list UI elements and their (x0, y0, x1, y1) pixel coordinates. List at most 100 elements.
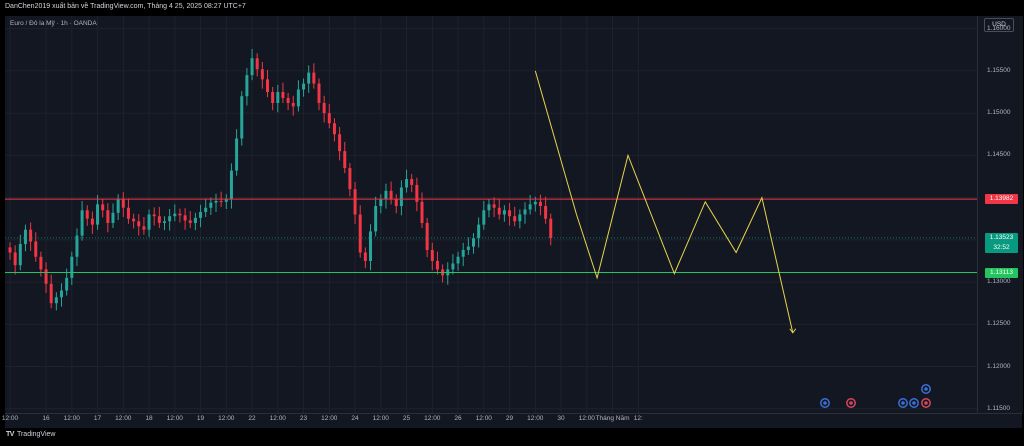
candle-up (250, 58, 254, 76)
candle-up (379, 199, 383, 207)
chart-pane[interactable] (5, 16, 977, 413)
candle-up (302, 83, 306, 90)
candle-up (477, 224, 481, 239)
price-tick-label: 1.16000 (987, 24, 1011, 32)
candle-up (466, 246, 470, 250)
price-tick-label: 1.12000 (987, 362, 1011, 370)
candle-down (8, 247, 12, 253)
candle-up (405, 179, 409, 188)
candle-up (245, 75, 249, 97)
candle-down (348, 168, 352, 190)
candle-up (60, 290, 63, 298)
economic-event-dot (901, 401, 905, 405)
candle-down (317, 83, 321, 104)
time-tick-label: 23 (299, 415, 308, 422)
candle-down (188, 220, 192, 223)
candle-down (549, 218, 553, 239)
candle-down (183, 215, 187, 221)
candle-up (451, 263, 455, 270)
pattern-zigzag-line (534, 70, 794, 333)
candle-down (508, 210, 512, 217)
candle-up (456, 256, 460, 264)
candle-down (281, 92, 285, 98)
candle-down (435, 260, 439, 270)
candle-down (497, 207, 501, 215)
economic-event-dot (823, 401, 827, 405)
candle-down (420, 201, 424, 223)
time-tick-label: 29 (505, 415, 514, 422)
candle-down (152, 214, 156, 217)
tradingview-logo-icon: TV (6, 431, 14, 438)
time-tick-label: 12:00 (475, 415, 492, 422)
candle-down (271, 92, 275, 104)
candle-up (502, 210, 506, 215)
price-tick-label: 1.13000 (987, 278, 1011, 286)
time-tick-label: 12:00 (166, 415, 183, 422)
time-tick-label: 12:00 (218, 415, 235, 422)
candle-up (276, 92, 280, 104)
candle-up (193, 217, 197, 223)
candle-down (106, 210, 110, 223)
time-tick-label: 12:00 (424, 415, 441, 422)
candle-up (116, 199, 120, 213)
candle-down (101, 204, 105, 211)
tradingview-brand: TV TradingView (6, 431, 55, 438)
price-tick-label: 1.11500 (987, 404, 1011, 412)
candle-down (332, 123, 336, 135)
candle-down (394, 199, 398, 207)
time-tick-label: 22 (248, 415, 256, 422)
candle-down (49, 283, 53, 304)
candle-down (126, 207, 130, 219)
candle-up (374, 206, 378, 232)
candle-down (544, 206, 548, 219)
time-tick-label: Tháng Năm (595, 415, 630, 422)
candle-down (142, 226, 146, 230)
candle-up (482, 210, 486, 225)
candle-down (492, 204, 496, 208)
time-tick-label: 12:00 (115, 415, 132, 422)
candle-down (178, 213, 182, 216)
candle-down (358, 214, 362, 253)
candle-up (472, 238, 475, 247)
candle-down (338, 134, 342, 152)
footer-bar (0, 428, 1024, 446)
candle-up (75, 235, 79, 257)
candle-up (111, 212, 115, 223)
time-tick-label: 25 (402, 415, 411, 422)
candle-up (209, 202, 213, 208)
time-tick-label: 12:00 (578, 415, 595, 422)
candle-up (235, 138, 239, 171)
candle-up (214, 200, 218, 203)
time-tick-label: 26 (454, 415, 462, 422)
candle-up (70, 256, 74, 278)
price-tick-label: 1.15500 (987, 66, 1011, 74)
symbol-legend: Euro / Đô la Mỹ · 1h · OANDA (10, 20, 97, 27)
candle-down (425, 222, 429, 250)
candle-down (353, 189, 357, 215)
candle-up (96, 204, 100, 225)
candle-up (147, 214, 151, 230)
candle-down (389, 190, 393, 200)
currency-button[interactable]: USD (984, 18, 1014, 32)
time-axis[interactable] (5, 413, 1022, 428)
candle-down (29, 229, 33, 242)
candle-down (137, 221, 141, 227)
time-tick-label: 12:00 (372, 415, 389, 422)
candle-up (65, 277, 69, 291)
candle-countdown: 32:52 (993, 243, 1010, 251)
time-tick-label: 30 (557, 415, 565, 422)
price-axis[interactable] (977, 16, 1023, 413)
time-tick-label: 12:00 (1, 415, 19, 422)
candle-up (224, 199, 228, 202)
candle-up (80, 210, 84, 236)
time-tick-label: 19 (196, 415, 205, 422)
candle-up (229, 170, 233, 200)
candle-down (430, 249, 434, 261)
price-tick-label: 1.14500 (987, 151, 1011, 159)
time-tick-label: 12:00 (527, 415, 544, 422)
time-tick-label: 12: (633, 415, 643, 422)
price-tick-label: 1.12500 (987, 320, 1011, 328)
candle-up (461, 249, 465, 257)
candle-down (157, 216, 161, 223)
